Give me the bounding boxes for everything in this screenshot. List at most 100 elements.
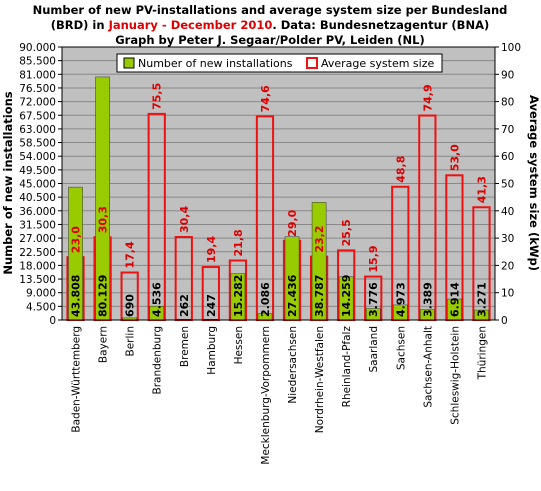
system-size-value-label: 21,8: [232, 229, 245, 256]
installations-value-label: 38.787: [313, 275, 326, 317]
y-tick-label: 4.500: [26, 301, 56, 313]
system-size-value-label: 17,4: [124, 241, 137, 268]
x-category-label: Brandenburg: [152, 326, 164, 395]
plot-frame: [61, 46, 496, 321]
x-category-label: Niedersachsen: [287, 326, 299, 404]
x-category-label: Mecklenburg-Vorpommern: [260, 326, 272, 465]
y-tick-label: 40.500: [19, 192, 56, 204]
y-axis-title: Number of new installations: [1, 91, 15, 274]
system-size-value-label: 29,0: [286, 209, 299, 236]
chart-title-line2: (BRD) in January - December 2010. Data: …: [51, 18, 489, 32]
y-tick-label: 58.500: [19, 138, 56, 150]
installations-value-label: 247: [205, 294, 218, 317]
legend: Number of new installations Average syst…: [116, 53, 443, 73]
y-tick-label: 72.000: [19, 97, 56, 109]
y-tick-label: 54.000: [19, 151, 56, 163]
chart-title-line3: Graph by Peter J. Segaar/Polder PV, Leid…: [115, 33, 425, 47]
y-tick-label: 22.500: [19, 247, 56, 259]
y2-tick-label: 20: [501, 260, 514, 272]
y-tick-label: 27.000: [19, 233, 56, 245]
system-size-value-label: 25,5: [340, 219, 353, 246]
y2-tick-label: 100: [501, 42, 521, 54]
legend-box: [116, 53, 443, 73]
x-category-label: Bremen: [179, 326, 191, 367]
installations-value-label: 15.282: [232, 275, 245, 317]
system-size-value-label: 19,4: [205, 236, 218, 263]
system-size-value-label: 53,0: [448, 144, 461, 171]
system-size-value-label: 48,8: [394, 156, 407, 183]
system-size-value-label: 23,0: [70, 226, 83, 253]
installations-value-label: 4.973: [394, 282, 407, 317]
installations-value-label: 3.389: [421, 282, 434, 317]
system-size-value-label: 41,3: [475, 176, 488, 203]
installations-value-label: 6.914: [448, 282, 461, 317]
y-tick-label: 67.500: [19, 110, 56, 122]
installations-value-label: 43.808: [70, 275, 83, 317]
system-size-value-label: 30,3: [97, 206, 110, 233]
y-tick-label: 36.000: [19, 206, 56, 218]
system-size-value-label: 23,2: [313, 226, 326, 253]
y-tick-label: 18.000: [19, 260, 56, 272]
x-category-label: Hamburg: [206, 326, 218, 375]
legend-swatch-installations: [123, 57, 135, 69]
installations-value-label: 690: [124, 294, 137, 317]
count-bars: [68, 76, 489, 321]
title-line2-suffix: . Data: Bundesnetzagentur (BNA): [272, 18, 489, 32]
y-tick-label: 63.000: [19, 124, 56, 136]
x-category-label: Bayern: [98, 326, 110, 363]
y2-tick-label: 30: [501, 233, 514, 245]
x-category-label: Sachsen: [395, 326, 407, 370]
installations-value-label: 27.436: [286, 274, 299, 317]
x-category-label: Thüringen: [476, 326, 488, 380]
system-size-value-label: 30,4: [178, 206, 191, 233]
installations-value-label: 3.271: [475, 282, 488, 317]
x-category-label: Saarland: [368, 326, 380, 373]
y-tick-label: 49.500: [19, 165, 56, 177]
y-tick-label: 90.000: [19, 42, 56, 54]
title-line2-prefix: (BRD) in: [51, 18, 109, 32]
system-size-value-label: 15,9: [367, 245, 380, 272]
y-tick-label: 76.500: [19, 83, 56, 95]
y2-tick-label: 40: [501, 206, 514, 218]
y2-tick-label: 70: [501, 124, 514, 136]
installations-value-label: 3.776: [367, 282, 380, 317]
title-period: January - December 2010: [108, 18, 273, 32]
x-category-label: Hessen: [233, 326, 245, 364]
x-category-label: Schleswig-Holstein: [449, 326, 461, 425]
x-category-label: Rheinland-Pfalz: [341, 326, 353, 408]
installations-value-label: 2.086: [259, 282, 272, 317]
y2-tick-label: 0: [501, 315, 508, 327]
installations-value-label: 262: [178, 294, 191, 317]
y2-tick-label: 90: [501, 69, 514, 81]
installations-value-label: 4.536: [151, 282, 164, 317]
y-tick-label: 0: [49, 315, 56, 327]
y2-tick-label: 60: [501, 151, 514, 163]
legend-label-system-size: Average system size: [321, 57, 434, 70]
data-labels: 43.808 23,0 80.129 30,3 690 17,4 4.536 75,5 262 3…: [70, 83, 489, 317]
y-tick-label: 81.000: [19, 69, 56, 81]
x-category-label: Nordrhein-Westfalen: [314, 326, 326, 433]
x-category-label: Berlin: [125, 326, 137, 356]
system-size-value-label: 74,9: [421, 84, 434, 111]
x-category-label: Baden-Württemberg: [71, 326, 83, 433]
x-category-label: Sachsen-Anhalt: [422, 326, 434, 408]
y-tick-label: 31.500: [19, 219, 56, 231]
y2-axis-title: Average system size (kWp): [527, 95, 541, 271]
y2-tick-label: 50: [501, 179, 514, 191]
system-size-value-label: 74,6: [259, 85, 272, 112]
installations-value-label: 14.259: [340, 275, 353, 317]
legend-swatch-system-size: [306, 57, 318, 69]
y2-tick-label: 10: [501, 288, 514, 300]
y-tick-label: 45.000: [19, 179, 56, 191]
system-size-value-label: 75,5: [151, 83, 164, 110]
y2-tick-label: 80: [501, 97, 514, 109]
y-tick-label: 9.000: [26, 288, 56, 300]
legend-label-installations: Number of new installations: [138, 57, 293, 70]
installations-value-label: 80.129: [97, 275, 110, 317]
y-tick-label: 13.500: [19, 274, 56, 286]
chart-title-line1: Number of new PV-installations and avera…: [33, 3, 508, 17]
y-tick-label: 85.500: [19, 56, 56, 68]
